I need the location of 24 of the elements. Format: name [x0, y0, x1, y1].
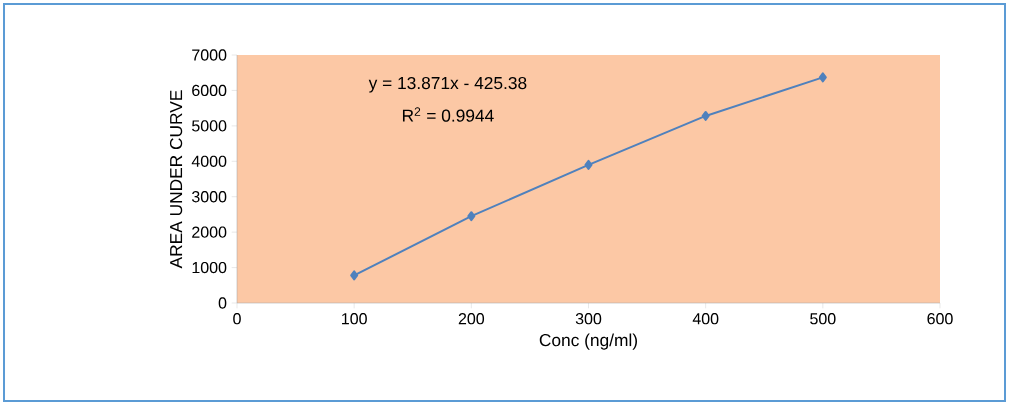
x-tick-label: 300: [575, 313, 602, 325]
point: [584, 159, 593, 170]
annotation: y = 13.871x - 425.38: [368, 76, 527, 93]
y-tick-label: 7000: [192, 49, 227, 61]
x-tick-label: 500: [810, 313, 836, 325]
point: [350, 270, 359, 281]
x-tick-label: 400: [692, 313, 719, 325]
y-tick-label: 5000: [192, 120, 227, 132]
y-axis-title: AREA UNDER CURVE: [169, 90, 183, 269]
x-tick-label: 100: [342, 313, 367, 325]
x-tick-label: 200: [458, 313, 485, 325]
x-tick-label: 0: [233, 313, 241, 325]
point: [701, 110, 710, 121]
y-tick-label: 4000: [191, 155, 227, 167]
y-tick-label: 3000: [191, 191, 227, 203]
y-tick-label: 2000: [192, 226, 227, 238]
y-tick-label: 6000: [192, 84, 227, 97]
x-tick-label: 600: [927, 313, 953, 325]
annotation: R$^{2}$ = 0.9944: [402, 107, 494, 122]
y-tick-label: 1000: [192, 261, 227, 274]
y-tick-label: 0: [218, 297, 227, 309]
point: [818, 72, 827, 83]
x-axis-title: Conc (ng/ml): [539, 333, 638, 350]
point: [467, 211, 476, 222]
